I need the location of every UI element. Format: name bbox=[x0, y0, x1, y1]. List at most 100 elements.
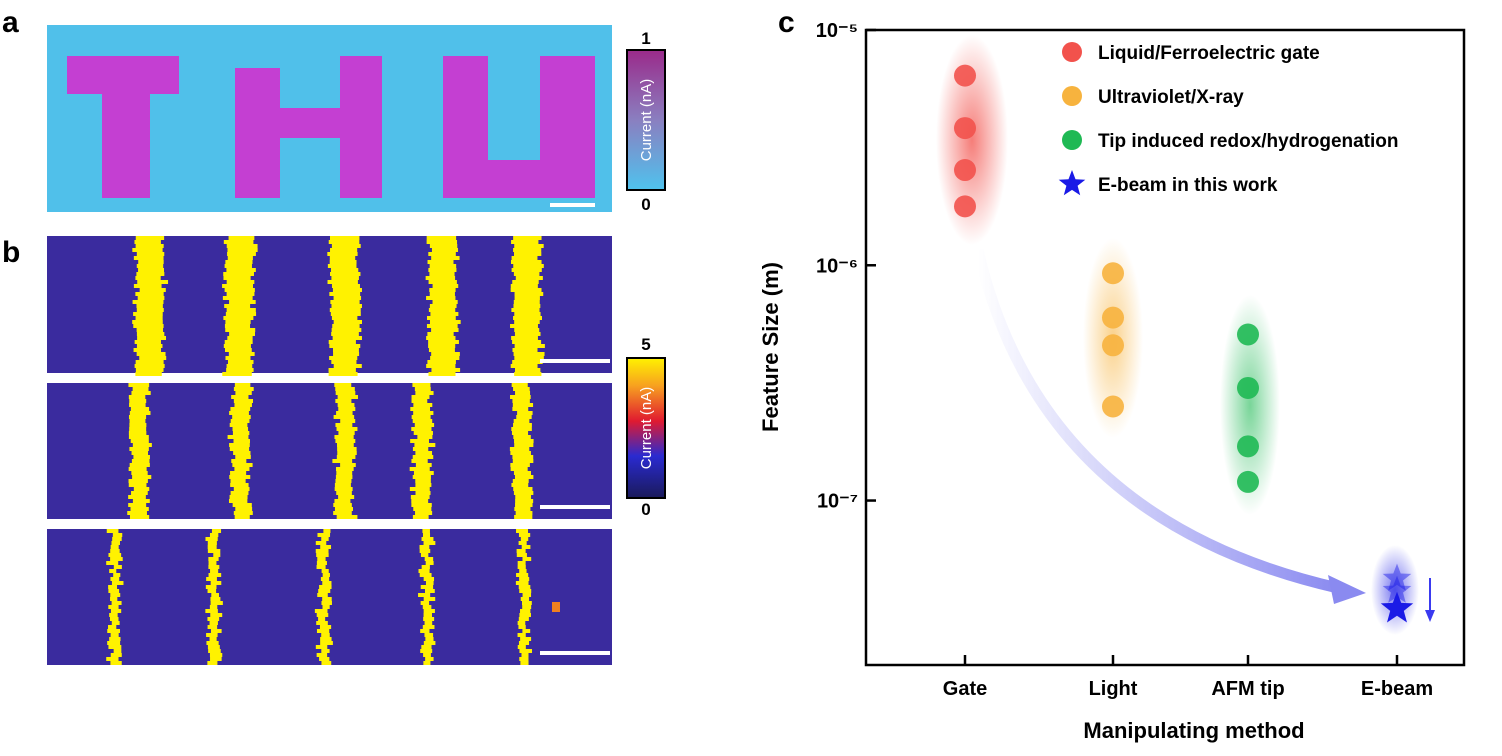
legend-label: Ultraviolet/X-ray bbox=[1098, 87, 1244, 108]
legend-label: Liquid/Ferroelectric gate bbox=[1098, 43, 1320, 64]
stripe bbox=[517, 561, 526, 565]
stripe bbox=[227, 256, 253, 260]
stripe bbox=[206, 641, 219, 645]
stripe bbox=[210, 613, 223, 617]
stripe bbox=[331, 360, 357, 364]
stripe bbox=[233, 511, 253, 515]
stripe bbox=[224, 304, 251, 308]
legend-label: E-beam in this work bbox=[1098, 175, 1278, 196]
stripe bbox=[510, 324, 538, 328]
legend-marker bbox=[1062, 86, 1082, 106]
stripe bbox=[514, 312, 541, 316]
stripe bbox=[329, 292, 361, 296]
stripe bbox=[331, 332, 359, 336]
stripe bbox=[514, 515, 533, 519]
stripe bbox=[327, 264, 357, 268]
stripe bbox=[129, 447, 149, 451]
stripe bbox=[128, 395, 146, 399]
stripe bbox=[235, 507, 253, 511]
stripe bbox=[415, 491, 431, 495]
stripe bbox=[111, 581, 124, 585]
point bbox=[954, 117, 976, 140]
stripe bbox=[426, 296, 456, 300]
stripe bbox=[334, 383, 352, 387]
point bbox=[1102, 395, 1124, 418]
stripe bbox=[332, 348, 359, 352]
stripe bbox=[418, 593, 431, 597]
stripe bbox=[413, 431, 433, 435]
stripe bbox=[333, 364, 362, 368]
stripe bbox=[429, 288, 456, 292]
stripe bbox=[129, 423, 147, 427]
stripe bbox=[519, 577, 530, 581]
stripe bbox=[412, 455, 434, 459]
colorbar-label: Current (nA) bbox=[638, 79, 655, 162]
stripe bbox=[322, 581, 332, 585]
stripe bbox=[230, 491, 249, 495]
stripe bbox=[206, 633, 218, 637]
stripe bbox=[426, 240, 458, 244]
stripe bbox=[210, 657, 222, 661]
stripe bbox=[521, 653, 529, 657]
stripe bbox=[515, 499, 534, 503]
stripe bbox=[110, 661, 122, 665]
stripe bbox=[429, 272, 455, 276]
point bbox=[1237, 435, 1259, 458]
stripe bbox=[223, 240, 254, 244]
stripe bbox=[133, 256, 164, 260]
stripe bbox=[334, 483, 351, 487]
stripe bbox=[423, 641, 436, 645]
stripe bbox=[328, 368, 356, 372]
stripe bbox=[314, 609, 328, 613]
stripe bbox=[110, 549, 120, 553]
stripe bbox=[514, 507, 531, 511]
stripe bbox=[421, 537, 434, 541]
stripe bbox=[515, 368, 541, 372]
stripe bbox=[331, 304, 362, 308]
stripe bbox=[129, 463, 150, 467]
stripe bbox=[207, 661, 218, 665]
stripe bbox=[332, 324, 360, 328]
stripe bbox=[211, 593, 219, 597]
stripe bbox=[211, 529, 222, 533]
stripe bbox=[131, 391, 151, 395]
stripe bbox=[340, 419, 356, 423]
star-point bbox=[1382, 563, 1412, 591]
stripe bbox=[225, 260, 253, 264]
stripe bbox=[424, 557, 434, 561]
stripe bbox=[110, 597, 118, 601]
stripe bbox=[233, 487, 250, 491]
stripe bbox=[519, 613, 531, 617]
stripe bbox=[209, 605, 218, 609]
stripe bbox=[207, 645, 220, 649]
stripe bbox=[419, 549, 431, 553]
stripe bbox=[331, 328, 362, 332]
stripe bbox=[413, 471, 434, 475]
stripe bbox=[513, 316, 543, 320]
stripe bbox=[515, 503, 533, 507]
stripe bbox=[223, 344, 251, 348]
colorbar-tick: 0 bbox=[641, 500, 650, 519]
point bbox=[1237, 470, 1259, 493]
stripe bbox=[110, 609, 122, 613]
stripe bbox=[335, 391, 356, 395]
stripe bbox=[514, 344, 545, 348]
stripe bbox=[232, 463, 253, 467]
stripe bbox=[417, 435, 433, 439]
stripe bbox=[233, 451, 251, 455]
stripe bbox=[412, 447, 429, 451]
stripe bbox=[233, 439, 250, 443]
stripe bbox=[332, 336, 362, 340]
stripe bbox=[519, 569, 527, 573]
stripe bbox=[514, 439, 534, 443]
stripe bbox=[413, 403, 433, 407]
down-arrow-head bbox=[1425, 610, 1435, 622]
stripe bbox=[511, 268, 542, 272]
stripe bbox=[514, 292, 544, 296]
stripe bbox=[131, 471, 148, 475]
stripe bbox=[225, 328, 256, 332]
stripe bbox=[223, 276, 251, 280]
stripe bbox=[514, 443, 534, 447]
stripe bbox=[322, 605, 330, 609]
